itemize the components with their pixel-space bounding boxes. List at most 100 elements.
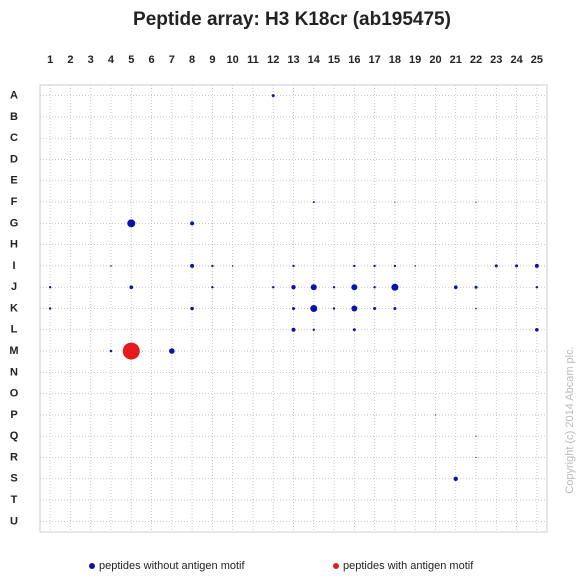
x-tick-label: 3 xyxy=(88,54,94,66)
y-tick-label: R xyxy=(10,451,18,463)
bubble xyxy=(393,307,397,310)
bubble xyxy=(351,284,358,291)
bubble xyxy=(129,285,134,290)
legend-marker xyxy=(89,563,95,569)
y-tick-label: B xyxy=(10,111,18,123)
bubble xyxy=(373,307,377,310)
x-tick-label: 6 xyxy=(148,54,154,66)
y-tick-label: M xyxy=(9,345,18,357)
bubble xyxy=(310,284,317,291)
bubble xyxy=(393,264,397,268)
bubble xyxy=(394,201,396,203)
y-tick-label: L xyxy=(11,324,18,336)
x-tick-label: 21 xyxy=(450,54,462,66)
bubble xyxy=(211,264,214,268)
bubble xyxy=(122,342,140,360)
bubble xyxy=(475,201,477,203)
x-tick-label: 10 xyxy=(227,54,239,66)
y-tick-label: U xyxy=(10,515,18,527)
x-tick-label: 13 xyxy=(287,54,299,66)
y-tick-label: N xyxy=(10,366,18,378)
y-tick-label: I xyxy=(12,260,15,272)
bubble xyxy=(190,221,195,226)
bubble xyxy=(453,285,458,290)
bubble xyxy=(414,265,416,267)
chart-title: Peptide array: H3 K18cr (ab195475) xyxy=(133,9,451,30)
bubble xyxy=(272,286,275,289)
x-tick-label: 18 xyxy=(389,54,401,66)
bubble xyxy=(373,264,376,268)
bubble xyxy=(310,305,318,312)
y-tick-label: D xyxy=(10,153,18,165)
x-tick-label: 22 xyxy=(470,54,482,66)
bubble xyxy=(169,348,175,354)
legend-marker xyxy=(333,563,339,569)
y-tick-label: F xyxy=(11,196,18,208)
x-tick-label: 9 xyxy=(209,54,215,66)
y-tick-label: O xyxy=(10,388,19,400)
bubble xyxy=(535,286,539,289)
bubble xyxy=(332,307,336,310)
x-tick-label: 2 xyxy=(67,54,73,66)
bubble xyxy=(332,286,336,289)
bubble xyxy=(291,327,296,332)
y-tick-label: T xyxy=(11,494,18,506)
x-tick-label: 16 xyxy=(348,54,360,66)
x-tick-label: 17 xyxy=(368,54,380,66)
x-tick-label: 24 xyxy=(510,54,523,66)
y-tick-label: S xyxy=(10,473,17,485)
bubble xyxy=(434,414,437,416)
x-tick-label: 1 xyxy=(47,54,53,66)
bubble xyxy=(475,307,477,310)
x-tick-label: 12 xyxy=(267,54,279,66)
y-tick-label: E xyxy=(10,175,17,187)
y-tick-label: Q xyxy=(10,430,19,442)
x-tick-label: 25 xyxy=(531,54,543,66)
bubble xyxy=(127,219,136,228)
bubble xyxy=(292,264,295,268)
bubble xyxy=(515,264,519,268)
watermark: Copyright (c) 2014 Abcam plc. xyxy=(564,346,576,493)
x-tick-label: 11 xyxy=(247,54,259,66)
y-tick-label: G xyxy=(10,217,19,229)
bubble xyxy=(292,307,295,310)
bubble xyxy=(534,263,539,268)
y-tick-label: J xyxy=(11,281,17,293)
bubble xyxy=(373,286,376,289)
bubble xyxy=(312,328,315,331)
bubble xyxy=(535,327,539,332)
x-tick-label: 4 xyxy=(108,54,115,66)
bubble xyxy=(474,285,478,289)
bubble xyxy=(352,328,356,332)
y-tick-label: A xyxy=(10,90,18,102)
y-tick-label: H xyxy=(10,239,18,251)
bubble xyxy=(109,349,113,353)
bubble xyxy=(48,286,52,289)
legend-label: peptides with antigen motif xyxy=(343,560,474,572)
bubble xyxy=(475,435,477,437)
bubble xyxy=(231,265,234,267)
bubble xyxy=(190,306,194,311)
bubble xyxy=(453,476,458,481)
x-tick-label: 15 xyxy=(328,54,340,66)
x-tick-label: 20 xyxy=(429,54,441,66)
bubble xyxy=(271,94,275,98)
bubble xyxy=(291,285,296,290)
bubble xyxy=(353,264,356,268)
bubble xyxy=(312,201,315,204)
y-tick-label: K xyxy=(10,302,18,314)
bubble xyxy=(391,283,399,291)
bubble xyxy=(475,456,477,459)
y-tick-label: P xyxy=(10,409,17,421)
x-tick-label: 23 xyxy=(490,54,502,66)
bubble xyxy=(351,305,358,312)
bubble xyxy=(110,265,112,267)
bubble xyxy=(494,264,498,268)
x-tick-label: 7 xyxy=(169,54,175,66)
x-tick-label: 19 xyxy=(409,54,421,66)
x-tick-label: 5 xyxy=(128,54,134,66)
legend-label: peptides without antigen motif xyxy=(99,560,245,572)
x-tick-label: 14 xyxy=(308,54,321,66)
bubble xyxy=(211,286,214,289)
